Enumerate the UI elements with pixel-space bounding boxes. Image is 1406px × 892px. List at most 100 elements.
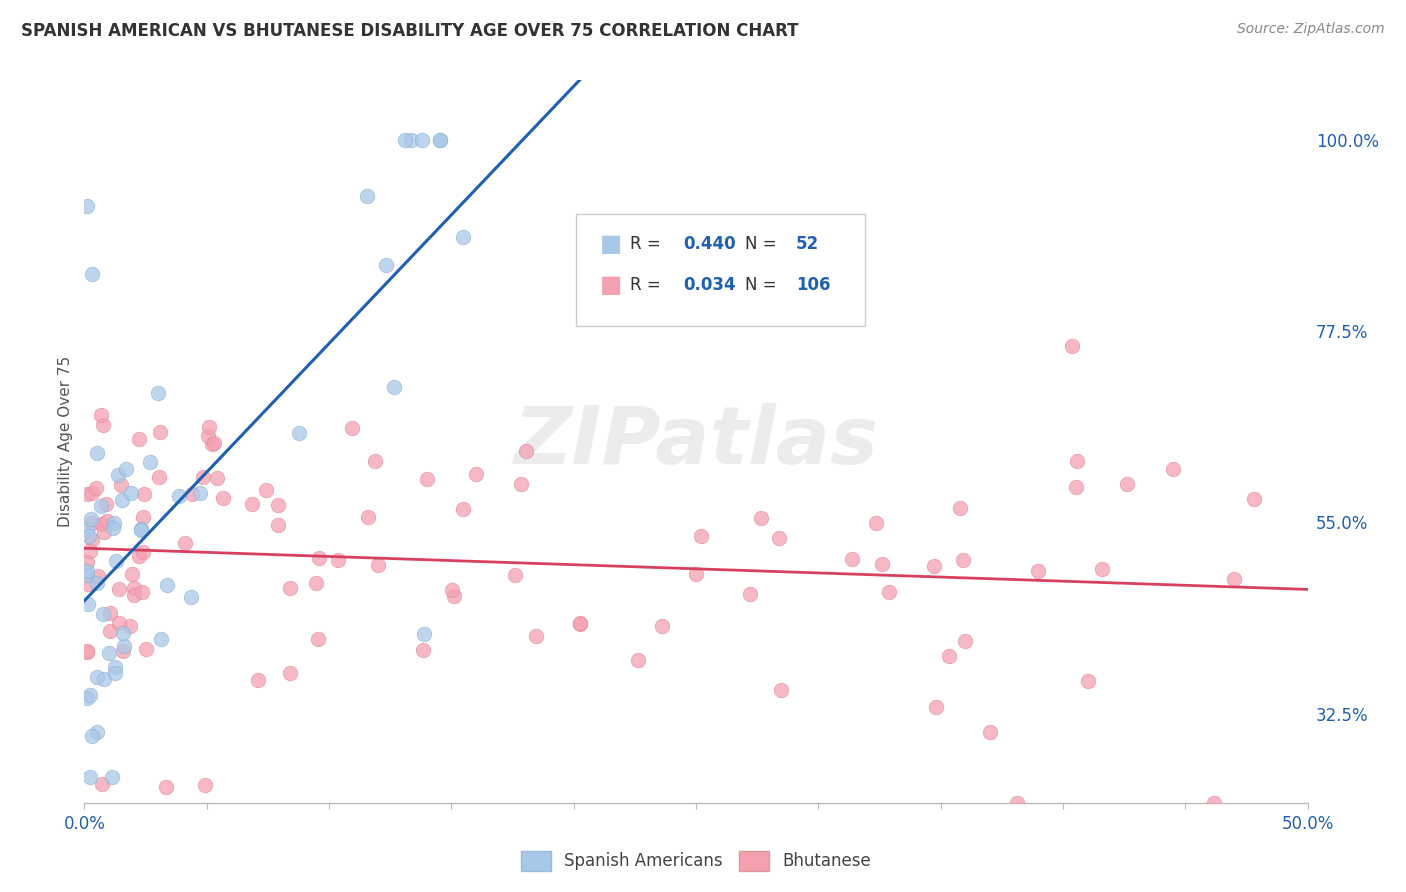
Point [112,644,135,658]
Point [120,619,142,633]
Point [503,568,526,582]
Point [148,470,170,484]
Point [416,472,439,486]
Point [104,665,127,680]
Point [76,597,98,611]
Point [93,524,115,539]
Point [169,489,191,503]
Point [90,499,112,513]
Point [453,229,475,244]
Point [267,498,290,512]
Point [132,487,155,501]
Point [77,529,100,543]
Point [953,634,976,648]
Point [367,558,389,572]
Point [356,189,378,203]
Point [103,516,125,531]
Point [96,514,118,528]
Point [108,582,131,597]
Text: 106: 106 [796,277,831,294]
Point [651,619,673,633]
Point [1026,564,1049,578]
Point [80,512,103,526]
Point [76,577,98,591]
Point [128,549,150,563]
Text: SPANISH AMERICAN VS BHUTANESE DISABILITY AGE OVER 75 CORRELATION CHART: SPANISH AMERICAN VS BHUTANESE DISABILITY… [21,22,799,40]
Legend: Spanish Americans, Bhutanese: Spanish Americans, Bhutanese [515,844,877,878]
Point [770,682,793,697]
Point [870,558,893,572]
Point [1091,562,1114,576]
Point [685,566,707,581]
Point [440,582,463,597]
Point [247,673,270,688]
Point [76,568,98,582]
Point [197,429,219,443]
Point [382,379,405,393]
Point [877,585,900,599]
Point [304,575,326,590]
Point [922,559,945,574]
Point [120,486,142,500]
Point [411,133,433,147]
Point [93,672,115,686]
Point [451,502,474,516]
Point [129,522,152,536]
Point [925,700,948,714]
Point [510,476,533,491]
Point [191,470,214,484]
Point [103,521,125,535]
Point [76,644,98,658]
Point [1064,480,1087,494]
Text: ■: ■ [600,232,623,255]
Point [569,615,592,630]
Point [146,385,169,400]
Point [288,425,311,440]
Point [79,770,101,784]
Point [90,408,112,422]
Point [131,585,153,599]
Point [76,522,98,536]
Point [524,629,547,643]
Point [364,454,387,468]
Point [86,576,108,591]
Point [104,659,127,673]
Point [110,477,132,491]
Point [86,670,108,684]
Point [76,645,98,659]
Point [131,523,153,537]
Point [90,777,112,791]
Text: N =: N = [745,277,782,294]
Text: 0.034: 0.034 [683,277,735,294]
Text: Source: ZipAtlas.com: Source: ZipAtlas.com [1237,22,1385,37]
Point [401,133,423,147]
Point [80,533,103,547]
Point [110,492,132,507]
Point [515,444,537,458]
Point [84,482,107,496]
Point [135,641,157,656]
Point [124,588,146,602]
Point [375,258,398,272]
Text: N =: N = [745,235,782,252]
Point [180,591,202,605]
Text: ■: ■ [600,274,623,297]
Point [201,437,224,451]
Point [194,778,217,792]
Point [86,445,108,459]
Point [86,724,108,739]
Point [76,564,98,578]
Point [212,491,235,506]
Point [1116,476,1139,491]
Point [91,417,114,432]
Point [128,432,150,446]
Point [132,509,155,524]
Point [90,516,112,531]
Point [465,467,488,481]
Point [1077,674,1099,689]
Point [1204,796,1226,810]
Point [865,516,887,530]
Point [202,436,225,450]
Point [841,552,863,566]
Point [138,455,160,469]
